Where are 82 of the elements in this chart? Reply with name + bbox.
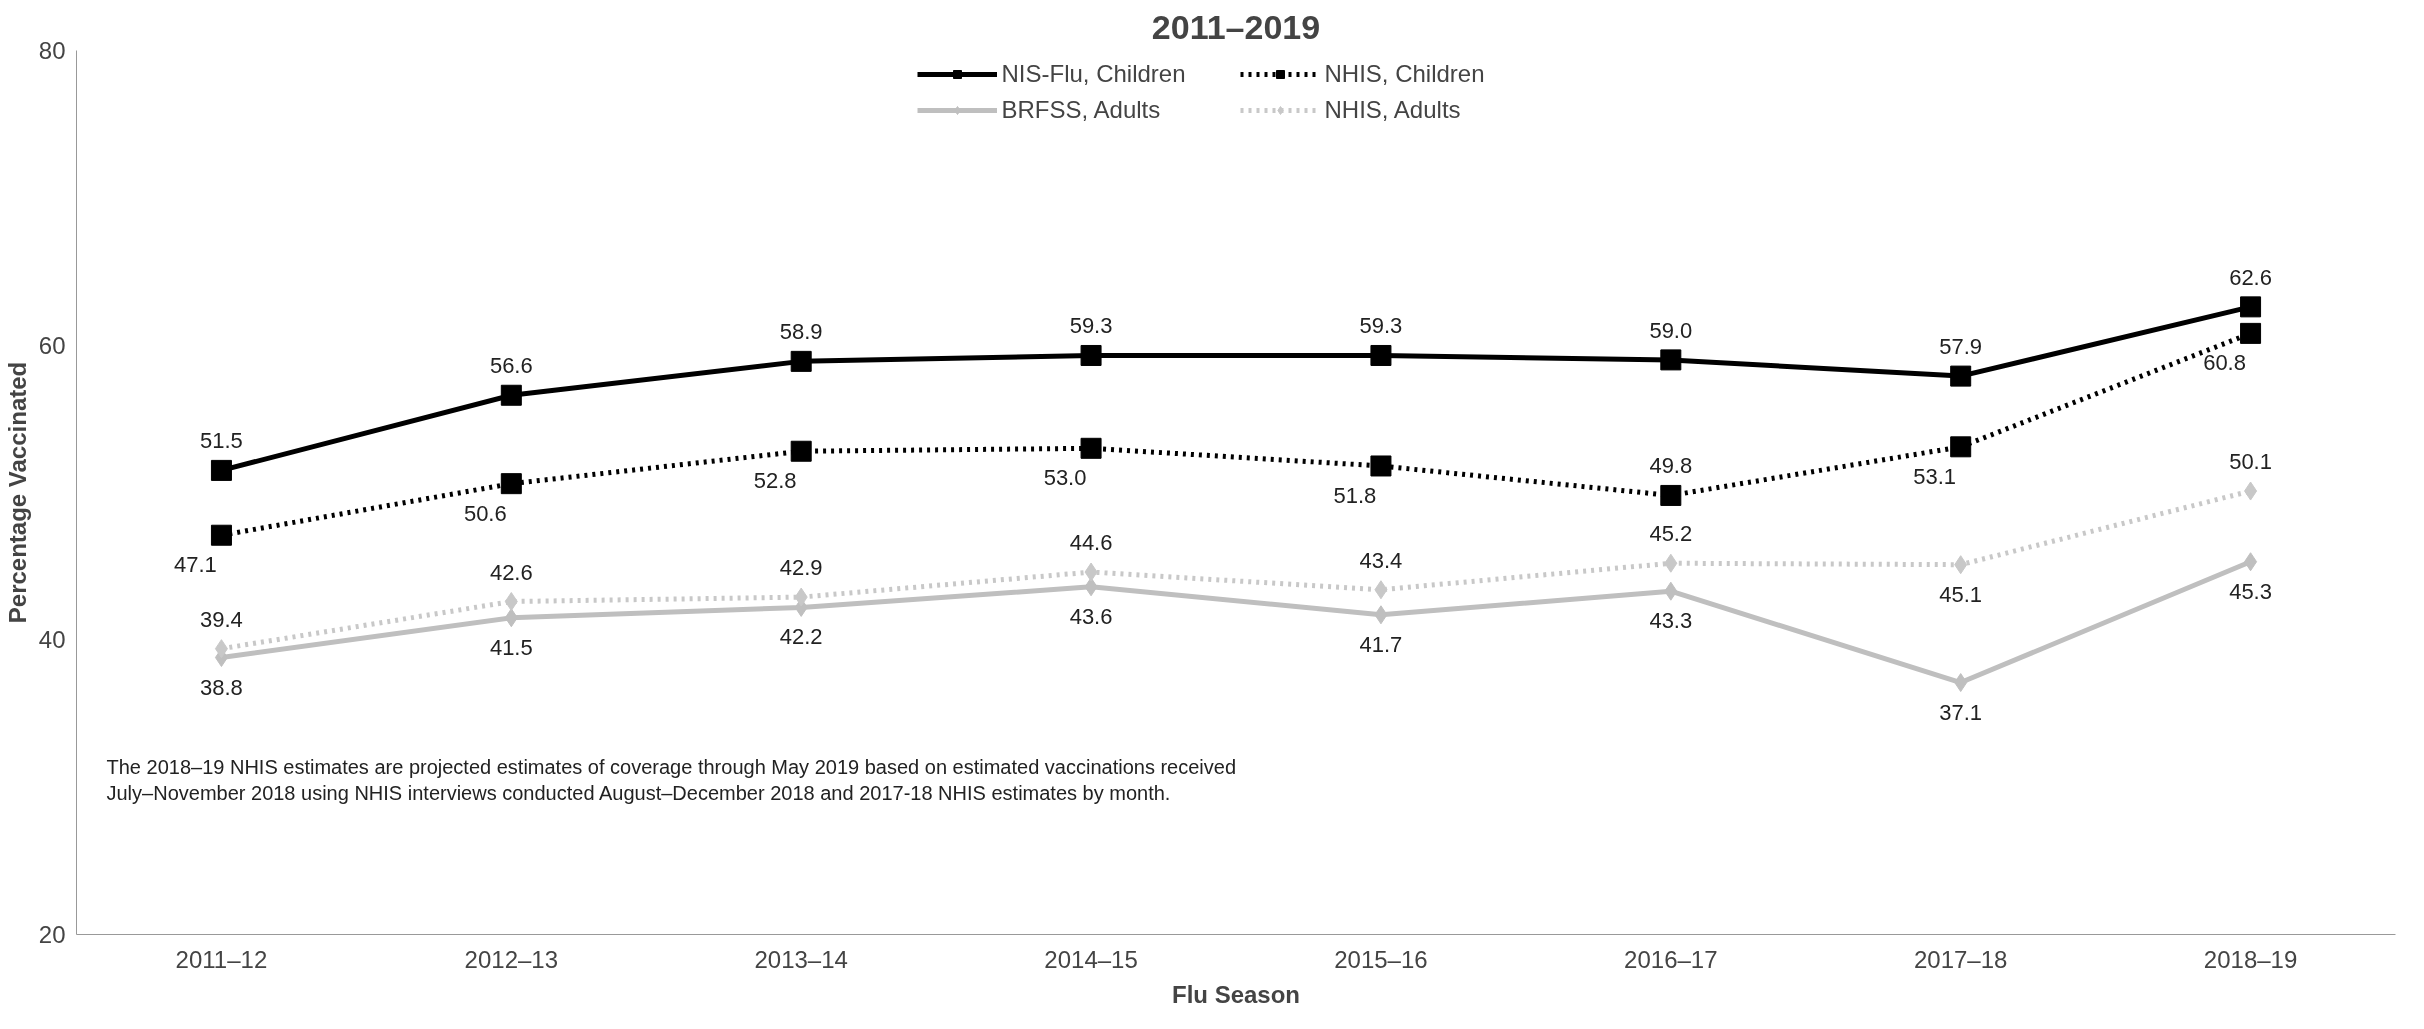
data-label: 45.3 — [2229, 578, 2272, 604]
annotation: The 2018–19 NHIS estimates are projected estimates of coverage through May 2019 based on estimated vaccinations received July–November 2018 using NHIS interviews conducted August–December 2018 and 2017-18 NHIS estimates by month. — [106, 756, 1237, 805]
data-label: 58.9 — [779, 319, 823, 345]
point — [500, 384, 522, 406]
y-tick-label: 20 — [38, 921, 66, 948]
legend-label: NHIS, Adults — [1324, 96, 1462, 124]
point — [1370, 455, 1392, 477]
data-label: 57.9 — [1939, 334, 1983, 360]
data-label: 42.6 — [489, 559, 533, 585]
point — [1080, 344, 1102, 366]
legend-label: NHIS, Children — [1324, 60, 1486, 88]
data-label: 60.8 — [2203, 350, 2246, 376]
data-label: 43.3 — [1649, 608, 1693, 634]
x-tick-label: 2017–18 — [1913, 945, 2008, 973]
data-label: 45.2 — [1649, 521, 1693, 547]
data-label: 56.6 — [489, 353, 533, 379]
data-label: 41.5 — [489, 634, 533, 660]
data-label: 59.3 — [1069, 313, 1113, 339]
point — [2244, 481, 2258, 501]
point — [1084, 577, 1098, 597]
x-tick-label: 2013–14 — [754, 945, 848, 973]
y-tick-label: 40 — [38, 626, 66, 654]
data-label: 52.8 — [753, 468, 797, 494]
data-label: 51.8 — [1333, 482, 1377, 508]
x-axis-title: Flu Season — [1171, 980, 1301, 1008]
point — [1664, 581, 1678, 601]
point — [794, 587, 808, 607]
x-tick-label: 2016–17 — [1624, 945, 1718, 973]
x-tick-label: 2012–13 — [464, 945, 559, 973]
point — [790, 440, 812, 462]
data-label: 42.2 — [779, 624, 823, 650]
data-label: 47.1 — [174, 552, 217, 578]
data-label: 44.6 — [1069, 530, 1113, 556]
point — [1950, 436, 1972, 458]
data-label: 51.5 — [200, 428, 243, 454]
point — [210, 524, 232, 546]
data-label: 39.4 — [200, 606, 243, 632]
data-label: 59.0 — [1649, 317, 1693, 343]
point — [1370, 344, 1392, 366]
y-axis-title: Percentage Vaccinated — [3, 361, 31, 624]
data-label: 59.3 — [1359, 313, 1403, 339]
point — [2244, 552, 2258, 572]
data-label: 43.6 — [1069, 603, 1113, 629]
data-label: 50.6 — [463, 500, 507, 526]
data-label: 41.7 — [1359, 631, 1403, 657]
point — [2240, 296, 2262, 318]
point — [1664, 553, 1678, 573]
point — [1084, 562, 1098, 582]
x-tick-label: 2015–16 — [1334, 945, 1428, 973]
y-tick-label: 60 — [38, 331, 66, 359]
point — [210, 459, 232, 481]
data-label: 49.8 — [1649, 453, 1693, 479]
point — [1080, 437, 1102, 459]
y-tick-label: 80 — [38, 37, 66, 64]
point — [1954, 673, 1968, 693]
legend-label: NIS-Flu, Children — [1001, 60, 1187, 88]
point — [504, 608, 518, 628]
data-label: 62.6 — [2229, 264, 2272, 290]
data-label: 53.0 — [1043, 465, 1087, 491]
data-label: 42.9 — [779, 555, 823, 581]
x-tick-label: 2011–12 — [175, 945, 268, 973]
point — [1660, 349, 1682, 371]
point — [504, 592, 518, 612]
point — [1660, 484, 1682, 506]
x-tick-label: 2014–15 — [1044, 945, 1138, 973]
data-label: 50.1 — [2229, 449, 2272, 475]
point — [500, 473, 522, 495]
chart-title: 2011–2019 — [1151, 7, 1321, 46]
legend-label: BRFSS, Adults — [1001, 96, 1162, 124]
point — [214, 639, 228, 659]
point — [1374, 605, 1388, 625]
data-label: 45.1 — [1939, 581, 1983, 607]
point — [1954, 555, 1968, 575]
point — [1374, 580, 1388, 600]
data-label: 37.1 — [1939, 699, 1983, 725]
point — [790, 350, 812, 372]
data-label: 53.1 — [1913, 463, 1957, 489]
point — [2240, 322, 2262, 344]
data-label: 43.4 — [1359, 547, 1403, 573]
x-tick-label: 2018–19 — [2203, 945, 2298, 973]
data-label: 38.8 — [200, 674, 243, 700]
point — [1950, 365, 1972, 387]
